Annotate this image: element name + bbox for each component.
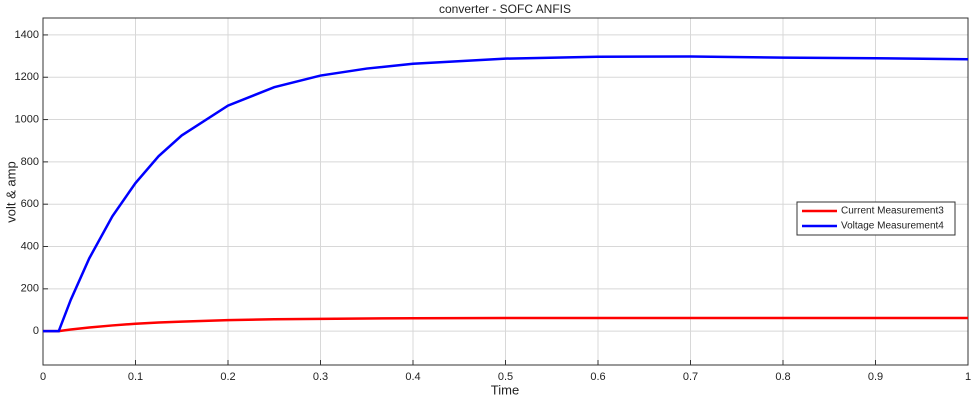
y-tick-label: 1400 — [15, 29, 39, 41]
series-line — [43, 316, 968, 333]
legend-label: Voltage Measurement4 — [841, 221, 944, 232]
x-tick-label: 0.9 — [868, 371, 883, 383]
y-tick-label: 400 — [21, 240, 39, 252]
x-tick-label: 1 — [965, 371, 971, 383]
x-tick-label: 0.4 — [405, 371, 420, 383]
x-tick-label: 0.5 — [498, 371, 513, 383]
x-tick-label: 0.1 — [128, 371, 143, 383]
y-tick-label: 0 — [33, 325, 39, 337]
chart-title: converter - SOFC ANFIS — [439, 2, 571, 16]
x-tick-label: 0.7 — [683, 371, 698, 383]
x-tick-label: 0.2 — [220, 371, 235, 383]
legend-label: Current Measurement3 — [841, 206, 944, 217]
y-tick-label: 1000 — [15, 113, 39, 125]
y-tick-label: 600 — [21, 198, 39, 210]
y-axis-label: volt & amp — [3, 161, 18, 222]
y-tick-label: 200 — [21, 283, 39, 295]
x-axis-label: Time — [491, 382, 519, 397]
legend — [796, 201, 956, 236]
plot-frame — [42, 17, 969, 366]
x-tick-label: 0.3 — [313, 371, 328, 383]
x-tick-label: 0 — [40, 371, 46, 383]
x-tick-label: 0.8 — [775, 371, 790, 383]
y-tick-label: 800 — [21, 156, 39, 168]
series-line — [43, 55, 969, 333]
y-tick-label: 1200 — [15, 71, 39, 83]
x-tick-label: 0.6 — [590, 371, 605, 383]
